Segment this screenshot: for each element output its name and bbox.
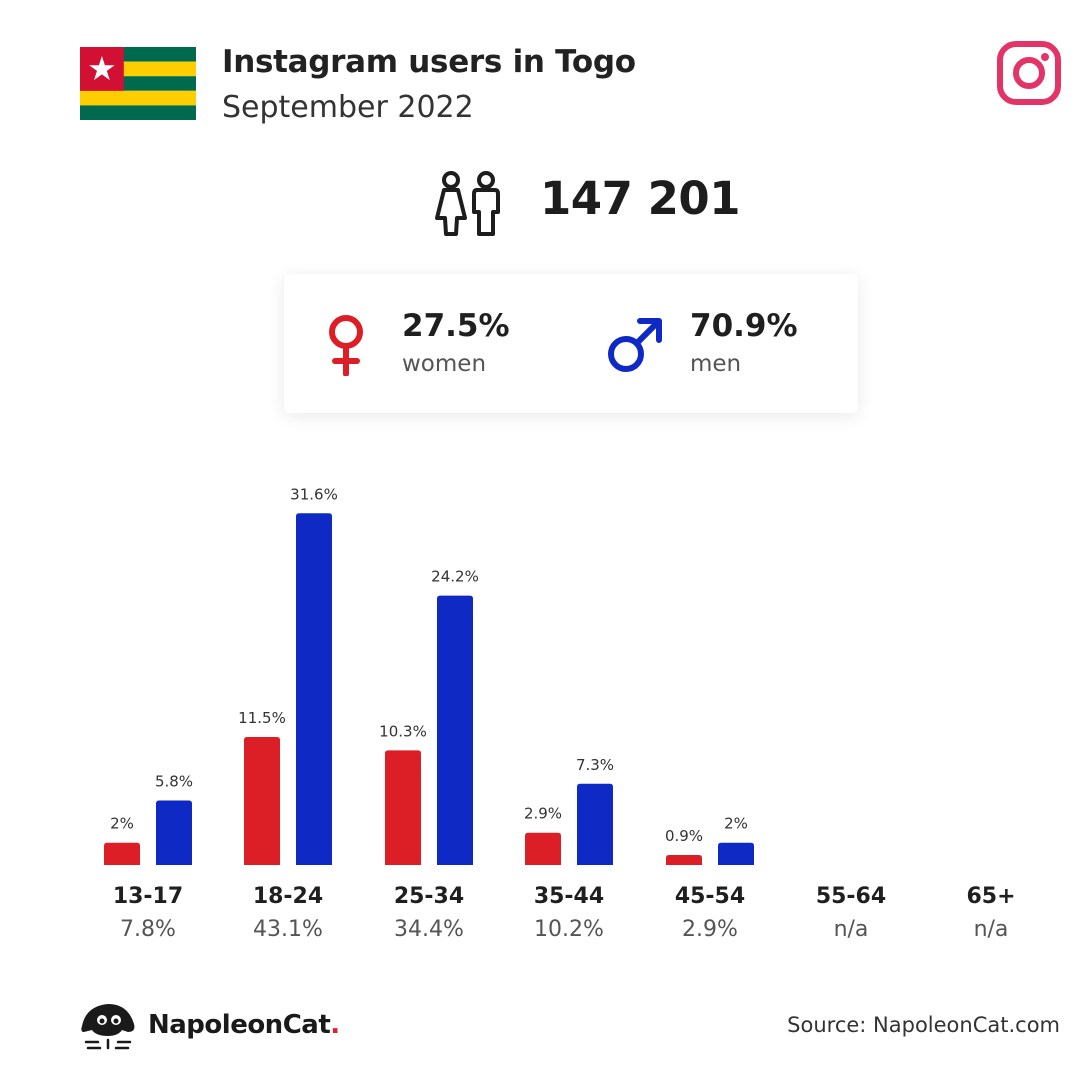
bar-men-18-24 bbox=[296, 513, 332, 865]
bar-men-45-54 bbox=[718, 842, 754, 865]
men-label: men bbox=[690, 351, 742, 377]
bar-men-35-44 bbox=[577, 783, 613, 865]
bar-label-men-35-44: 7.3% bbox=[576, 756, 614, 774]
bar-women-35-44 bbox=[525, 832, 561, 865]
brand-dot: . bbox=[330, 1010, 340, 1040]
bar-label-women-35-44: 2.9% bbox=[524, 805, 562, 823]
age-total-55-64: n/a bbox=[833, 917, 869, 942]
bar-women-18-24 bbox=[244, 737, 280, 865]
bar-label-men-18-24: 31.6% bbox=[290, 485, 338, 503]
age-total-65-plus: n/a bbox=[973, 917, 1009, 942]
napoleoncat-logo-icon bbox=[81, 1004, 135, 1050]
bar-men-25-34 bbox=[437, 595, 473, 865]
bar-label-women-13-17: 2% bbox=[110, 815, 134, 833]
age-label-25-34: 25-34 bbox=[393, 884, 465, 909]
male-icon bbox=[608, 318, 662, 372]
bar-label-women-25-34: 10.3% bbox=[379, 722, 427, 740]
age-total-13-17: 7.8% bbox=[120, 917, 176, 942]
age-label-45-54: 45-54 bbox=[674, 884, 746, 909]
bar-label-men-13-17: 5.8% bbox=[155, 772, 193, 790]
bar-label-men-25-34: 24.2% bbox=[431, 568, 479, 586]
instagram-icon bbox=[997, 41, 1061, 105]
bar-women-13-17 bbox=[104, 842, 140, 865]
bar-label-women-45-54: 0.9% bbox=[665, 827, 703, 845]
age-total-18-24: 43.1% bbox=[253, 917, 323, 942]
women-label: women bbox=[402, 351, 487, 377]
age-label-65-plus: 65+ bbox=[966, 884, 1016, 909]
age-total-35-44: 10.2% bbox=[534, 917, 604, 942]
age-gender-bar-chart: 2% 11.5% 10.3% 2.9% 0.9% 5.8% 31.6% 24.2% 7.3% 2% bbox=[104, 485, 754, 865]
brand-name: NapoleonCat bbox=[148, 1010, 331, 1040]
men-percentage: 70.9% bbox=[690, 308, 798, 344]
age-total-45-54: 2.9% bbox=[682, 917, 738, 942]
age-label-18-24: 18-24 bbox=[252, 884, 324, 909]
chart-subtitle: September 2022 bbox=[222, 90, 474, 125]
bar-label-men-45-54: 2% bbox=[724, 815, 748, 833]
gender-summary-card: 27.5% women 70.9% men bbox=[284, 274, 858, 413]
users-icon bbox=[435, 171, 500, 236]
age-label-35-44: 35-44 bbox=[533, 884, 605, 909]
female-icon bbox=[329, 315, 363, 376]
total-users-count: 147 201 bbox=[540, 172, 741, 225]
togo-flag bbox=[80, 47, 196, 120]
bar-women-25-34 bbox=[385, 750, 421, 865]
bar-label-women-18-24: 11.5% bbox=[238, 709, 286, 727]
age-total-25-34: 34.4% bbox=[394, 917, 464, 942]
source-text: Source: NapoleonCat.com bbox=[787, 1013, 1060, 1037]
age-label-13-17: 13-17 bbox=[112, 884, 184, 909]
women-percentage: 27.5% bbox=[402, 308, 510, 344]
bar-women-45-54 bbox=[666, 854, 702, 865]
age-label-55-64: 55-64 bbox=[815, 884, 887, 909]
napoleoncat-brand: NapoleonCat. bbox=[148, 1010, 340, 1040]
chart-title: Instagram users in Togo bbox=[222, 44, 636, 80]
bar-men-13-17 bbox=[156, 800, 192, 865]
